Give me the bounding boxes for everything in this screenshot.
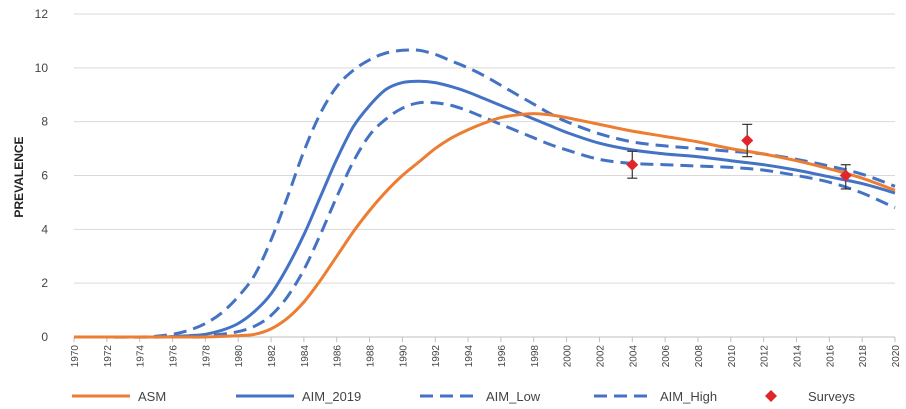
x-tick-label: 2010 — [727, 345, 738, 368]
legend-label: AIM_2019 — [302, 389, 361, 404]
x-tick-label: 1986 — [333, 345, 344, 368]
x-tick-label: 2014 — [792, 345, 803, 368]
legend-label: AIM_High — [660, 389, 717, 404]
x-tick-label: 2002 — [595, 345, 606, 368]
survey-markers — [626, 123, 852, 190]
legend-label: AIM_Low — [486, 389, 541, 404]
x-tick-label: 1994 — [464, 345, 475, 368]
x-tick-label: 1978 — [201, 345, 212, 368]
x-tick-label: 1990 — [398, 345, 409, 368]
x-tick-label: 1980 — [234, 345, 245, 368]
survey-point — [626, 158, 639, 171]
x-tick-label: 1970 — [70, 345, 81, 368]
x-tick-label: 1982 — [267, 345, 278, 368]
series-lines — [73, 48, 896, 339]
y-axis-label: PREVALENCE — [12, 136, 26, 217]
x-tick-label: 1976 — [169, 345, 180, 368]
y-tick-label: 12 — [35, 7, 49, 21]
series-line-aim-low — [73, 100, 896, 339]
legend-item-aim-low: AIM_Low — [420, 389, 541, 404]
y-tick-labels: 0 2 4 6 8 10 12 — [35, 7, 49, 344]
x-tick-label: 1972 — [103, 345, 114, 368]
y-tick-label: 4 — [41, 222, 48, 236]
series-line-asm — [73, 112, 896, 339]
x-tick-label: 2016 — [825, 345, 836, 368]
legend-item-surveys: Surveys — [765, 389, 855, 404]
x-tick-label: 1984 — [300, 345, 311, 368]
x-tick-label: 1996 — [497, 345, 508, 368]
x-tick-label: 2018 — [858, 345, 869, 368]
legend-item-aim-2019: AIM_2019 — [236, 389, 361, 404]
series-line-aim-high — [73, 48, 896, 339]
x-tick-label: 2008 — [694, 345, 705, 368]
y-tick-label: 2 — [41, 276, 48, 290]
legend-item-aim-high: AIM_High — [594, 389, 717, 404]
legend-swatch-diamond — [765, 390, 777, 402]
x-tick-label: 2006 — [661, 345, 672, 368]
y-tick-label: 0 — [41, 330, 48, 344]
survey-point — [741, 134, 754, 147]
y-tick-label: 8 — [41, 115, 48, 129]
x-tick-label: 2020 — [891, 345, 902, 368]
x-tick-label: 1992 — [431, 345, 442, 368]
x-tick-label: 2004 — [628, 345, 639, 368]
legend-item-asm: ASM — [72, 389, 166, 404]
series-line-aim-2019 — [73, 79, 896, 339]
x-tick-labels: 1970 1972 1974 1976 1978 1980 1982 1984 1986 1988… — [70, 345, 902, 368]
gridlines — [73, 13, 896, 342]
x-tick-label: 1988 — [366, 345, 377, 368]
x-tick-label: 1998 — [530, 345, 541, 368]
legend-label: ASM — [138, 389, 166, 404]
y-tick-label: 10 — [35, 61, 49, 75]
x-tick-label: 2000 — [563, 345, 574, 368]
legend-label: Surveys — [808, 389, 855, 404]
legend: ASM AIM_2019 AIM_Low AIM_High Surveys — [72, 389, 855, 404]
survey-point — [839, 169, 852, 182]
x-tick-label: 1974 — [136, 345, 147, 368]
y-tick-label: 6 — [41, 169, 48, 183]
x-tick-label: 2012 — [760, 345, 771, 368]
